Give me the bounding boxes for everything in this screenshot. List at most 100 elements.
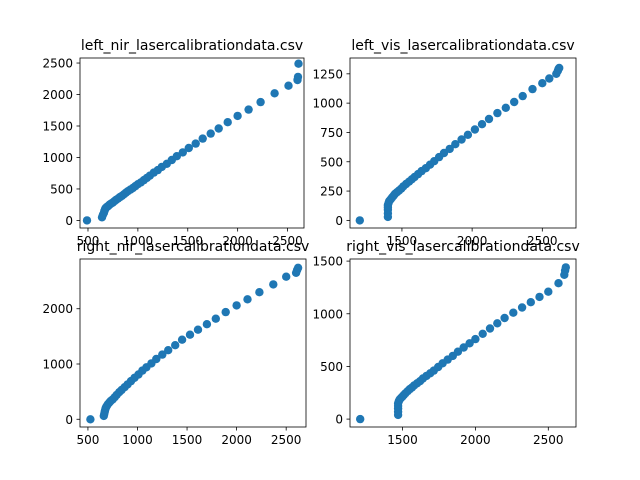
data-point [545,74,554,83]
y-tick-label: 1500 [312,255,343,269]
points-1 [82,59,303,225]
data-point [451,140,460,149]
data-point [223,118,232,127]
data-point [501,103,510,113]
data-point [269,280,278,289]
subplot-3: 500 1000 1500 2000 2500 0 1000 2000 right_nir_la… [42,239,309,447]
data-point [184,143,193,153]
data-point [282,272,291,281]
data-point [211,314,220,323]
data-point [243,295,252,304]
data-point [555,63,564,73]
y-tick-label: 500 [50,182,73,196]
data-point [510,97,519,107]
data-point [484,114,494,124]
x-tick-label: 1500 [387,433,418,447]
data-point [293,72,303,82]
data-point [256,97,265,107]
data-point [509,308,518,317]
data-point [164,346,173,355]
y-tick-label: 0 [335,413,343,427]
data-point [191,139,200,148]
data-point [198,134,207,143]
data-point [206,129,215,138]
y-tick-label: 750 [320,126,343,140]
data-point [233,111,242,121]
y-tick-label: 1000 [42,151,73,165]
data-point [293,263,303,272]
x-tick-label: 2500 [272,234,303,248]
data-point [477,120,487,129]
data-point [478,329,487,338]
data-point [158,350,167,359]
y-tick-label: 1250 [312,67,343,81]
x-tick-label: 2500 [533,433,564,447]
data-point [86,415,95,424]
data-point [82,216,92,225]
data-point [528,84,537,94]
subplot-1: 500 1000 1500 2000 2500 0 500 1000 1500 2000 2500 l… [42,38,305,248]
data-point [470,125,480,134]
y-tick-label: 2000 [42,88,73,102]
data-point [463,130,473,139]
x-tick-label: 1000 [123,234,154,248]
data-point [232,301,241,310]
x-tick-label: 2000 [460,433,491,447]
data-point [471,334,480,344]
subplot-title: right_nir_lasercalibrationdata.csv [77,239,310,255]
y-tick-label: 1000 [312,97,343,111]
axes-frame [79,57,305,229]
data-point [517,303,527,312]
data-point [172,152,181,161]
x-tick-label: 2000 [222,234,253,248]
data-point [171,341,180,350]
x-tick-label: 500 [76,433,99,447]
data-point [185,330,195,339]
y-tick-label: 1000 [312,307,343,321]
data-point [294,59,303,68]
data-point [355,216,364,225]
data-point [554,279,563,288]
data-point [244,105,253,114]
data-point [544,287,553,296]
data-point [518,91,527,101]
data-point [526,298,535,307]
axes-frame [349,57,577,229]
data-point [221,307,230,317]
y-tick-label: 0 [65,214,73,228]
x-tick-label: 1500 [387,234,418,248]
axes-frame [349,258,577,428]
axes-frame [79,258,307,428]
data-point [270,89,279,98]
points-3 [86,263,303,424]
subplot-4: 1500 2000 2500050010001500right_vis_laserc… [312,239,579,447]
data-point [445,144,454,154]
data-point [459,343,468,352]
x-tick-label: 2000 [457,234,488,248]
x-tick-label: 2000 [221,433,252,447]
x-tick-label: 1500 [172,433,203,447]
subplot-2: 1500 2000 2500 0 250 500 750 1000 1250 left_vis_l… [312,38,577,248]
data-point [284,81,293,90]
y-tick-label: 2000 [42,302,73,316]
subplot-title: left_vis_lasercalibrationdata.csv [351,38,574,54]
data-point [538,79,547,88]
y-tick-label: 0 [335,214,343,228]
data-point [178,148,187,157]
y-tick-label: 500 [320,360,343,374]
y-tick-label: 250 [320,185,343,199]
points-4 [356,263,570,424]
data-point [356,414,365,424]
data-point [152,354,161,364]
x-tick-label: 2500 [271,433,302,447]
x-tick-label: 1500 [172,234,203,248]
data-point [493,319,502,328]
subplot-title: right_vis_lasercalibrationdata.csv [346,239,580,255]
data-point [493,108,502,118]
data-point [453,347,463,356]
y-tick-label: 500 [320,155,343,169]
y-tick-label: 0 [65,413,73,427]
data-point [177,335,187,344]
x-tick-label: 500 [77,234,100,248]
